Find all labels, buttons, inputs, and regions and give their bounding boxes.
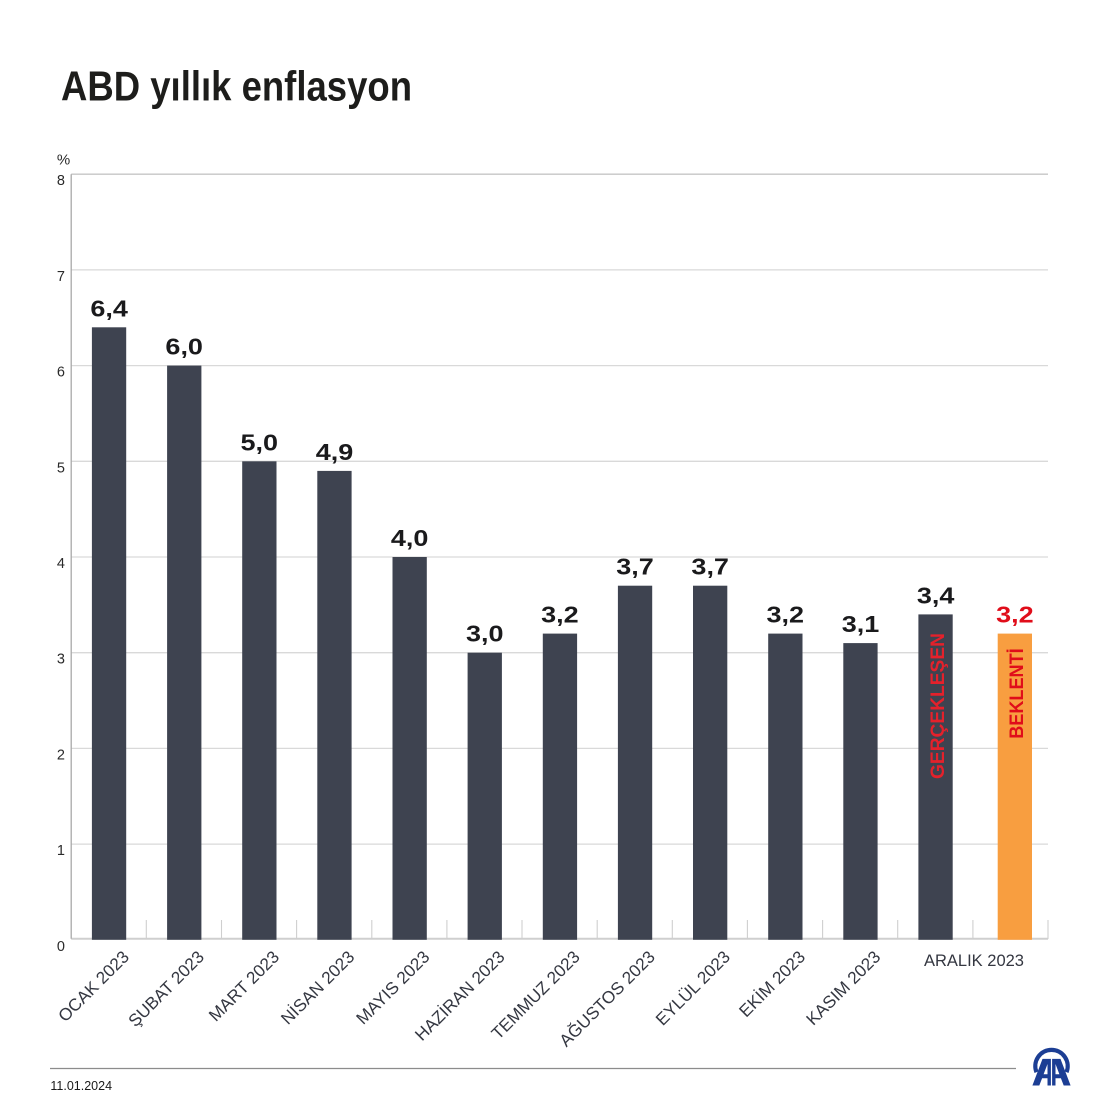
svg-text:ARALIK 2023: ARALIK 2023 — [924, 952, 1024, 970]
svg-text:6: 6 — [57, 365, 65, 381]
svg-text:3,7: 3,7 — [691, 554, 729, 580]
svg-text:5,0: 5,0 — [241, 429, 279, 455]
svg-text:3: 3 — [57, 652, 65, 668]
svg-text:3,2: 3,2 — [541, 602, 579, 628]
svg-text:BEKLENTİ: BEKLENTİ — [1007, 648, 1028, 739]
svg-text:3,4: 3,4 — [917, 582, 955, 608]
svg-text:0: 0 — [57, 939, 65, 955]
svg-text:3,0: 3,0 — [466, 621, 504, 647]
svg-text:11.01.2024: 11.01.2024 — [50, 1079, 112, 1093]
svg-text:3,7: 3,7 — [616, 554, 654, 580]
svg-text:4,9: 4,9 — [316, 439, 354, 465]
svg-text:3,1: 3,1 — [842, 611, 880, 637]
svg-text:5: 5 — [57, 460, 65, 476]
svg-text:6,4: 6,4 — [90, 295, 128, 321]
svg-text:4: 4 — [57, 556, 65, 572]
svg-text:7: 7 — [57, 269, 65, 285]
svg-text:GERÇEKLEŞEN: GERÇEKLEŞEN — [928, 633, 949, 779]
svg-text:8: 8 — [57, 173, 65, 189]
svg-text:2: 2 — [57, 747, 65, 763]
svg-text:3,2: 3,2 — [996, 602, 1034, 628]
svg-text:4,0: 4,0 — [391, 525, 429, 551]
svg-text:ABD yıllık enflasyon: ABD yıllık enflasyon — [61, 63, 412, 110]
svg-text:%: % — [57, 151, 70, 168]
svg-text:3,2: 3,2 — [767, 602, 805, 628]
svg-text:1: 1 — [57, 843, 65, 859]
svg-text:6,0: 6,0 — [165, 334, 203, 360]
